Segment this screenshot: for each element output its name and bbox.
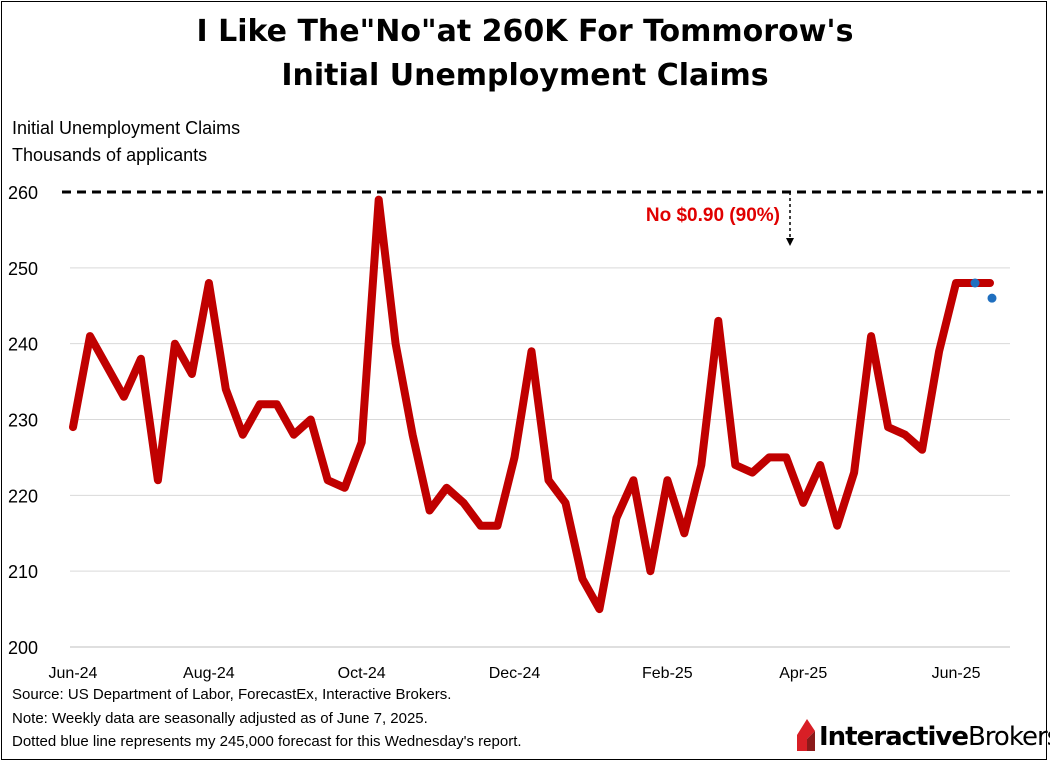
claims-data-point [666,479,668,481]
claims-data-point [310,419,312,420]
claims-series-line [69,195,994,614]
title-line-1: I Like The"No"at 260K For Tommorow's [196,14,854,49]
claims-data-point [140,358,142,360]
claims-data-point [581,578,583,580]
forecast-point [987,293,997,303]
claims-data-point [344,487,346,489]
claims-data-point [327,479,329,481]
claims-data-point [89,335,91,337]
data-note: Note: Weekly data are seasonally adjuste… [12,710,428,727]
claims-data-point [259,403,261,405]
y-tick-label: 220 [8,486,38,506]
claims-data-point [72,426,74,428]
brand-name-2: Brokers [967,722,1050,752]
x-tick-label: Apr-25 [779,665,827,682]
claims-data-point [887,426,889,428]
title-line-2: Initial Unemployment Claims [281,58,769,93]
claims-data-point [547,479,549,481]
claims-data-point [395,343,397,345]
claims-data-point [938,350,940,352]
claims-data-point [429,510,431,511]
x-tick-label: Oct-24 [338,665,386,682]
x-tick-label: Jun-24 [49,665,98,682]
claims-data-point [785,456,787,458]
forecast-point [970,278,980,288]
claims-data-point [683,532,685,534]
y-tick-label: 250 [8,259,38,279]
y-tick-label: 240 [8,335,38,355]
claims-data-point [955,282,957,284]
claims-data-point [412,434,414,436]
x-tick-label: Jun-25 [932,665,981,682]
claims-data-point [768,456,770,458]
threshold-label: No $0.90 (90%) [646,205,780,226]
claims-data-point [700,464,702,466]
x-tick-label: Dec-24 [489,665,541,682]
claims-data-point [921,449,923,451]
source-note: Source: US Department of Labor, Forecast… [12,686,452,703]
claims-data-point [717,320,719,322]
claims-data-point [361,441,363,443]
y-tick-label: 260 [8,183,38,203]
claims-data-point [225,388,227,390]
claims-data-point [853,472,855,474]
claims-data-point [531,350,532,352]
x-tick-label: Aug-24 [183,665,235,682]
claims-data-point [208,282,210,284]
claims-data-point [819,464,821,466]
chart-title: I Like The"No"at 260K For Tommorow's Ini… [0,10,1050,98]
claims-data-point [157,479,159,481]
brokers-logo-icon [797,719,815,751]
claims-data-point [989,282,991,284]
line-chart: 200 210 220 230 240 250 260 Jun-24 Aug-24 Oct-24 D… [8,183,1043,682]
claims-data-point [191,373,193,375]
claims-data-point [904,434,906,436]
annotation-arrowhead [786,238,794,246]
claims-data-point [293,434,295,436]
y-tick-label: 230 [8,411,38,431]
claims-data-point [598,608,600,610]
claims-data-point [836,525,838,527]
claims-data-point [751,472,753,474]
claims-data-point [564,502,566,504]
claims-data-point [514,456,516,458]
claims-data-point [615,517,617,519]
forecast-note: Dotted blue line represents my 245,000 f… [12,733,522,750]
claims-data-point [497,525,499,527]
y-tick-label: 210 [8,562,38,582]
claims-data-point [123,396,125,398]
claims-data-point [649,570,651,572]
y-axis-units: Thousands of applicants [12,145,208,165]
claims-data-point [480,525,482,527]
y-tick-label: 200 [8,638,38,658]
claims-data-point [106,365,108,367]
claims-data-point [463,502,465,504]
claims-data-point [446,487,448,489]
x-tick-label: Feb-25 [642,665,693,682]
claims-data-point [174,343,176,345]
claims-data-point [734,464,736,466]
y-axis-title: Initial Unemployment Claims [12,118,241,138]
claims-data-point [632,479,634,481]
claims-data-point [378,199,380,201]
claims-data-point [276,403,278,405]
claims-data-point [802,502,804,504]
brand-name-1: Interactive [819,722,969,752]
claims-data-point [870,335,872,337]
claims-data-point [242,434,244,436]
